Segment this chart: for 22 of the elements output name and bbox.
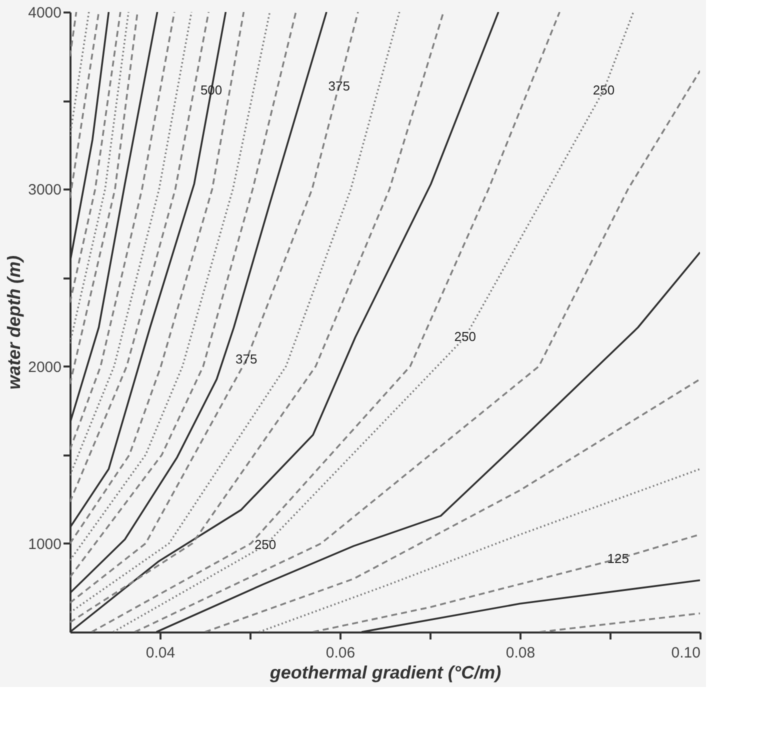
y-tick-label: 3000 (28, 182, 62, 199)
line-series (204, 378, 700, 632)
annotation: 250 (592, 82, 615, 98)
annotation: 375 (236, 352, 258, 367)
y-tick-label: 2000 (28, 358, 62, 376)
line-series (90, 12, 560, 632)
line-series (70, 12, 192, 476)
x-tick-label: 0.06 (326, 644, 356, 662)
x-axis-title: geothermal gradient (°C/m) (268, 662, 502, 682)
annotation: 250 (254, 537, 276, 552)
x-tick-label: 0.08 (506, 644, 536, 662)
line-series (70, 12, 176, 450)
y-tick-label: 4000 (28, 4, 62, 22)
line-series (134, 70, 700, 632)
annotation: 375 (328, 78, 350, 94)
y-axis-title: water depth (m) (4, 255, 24, 390)
x-tick-label: 0.04 (146, 644, 176, 662)
y-tick-label: 1000 (28, 536, 62, 553)
annotation: 250 (454, 329, 476, 344)
x-tick-label: 0.10 (671, 644, 700, 662)
line-series (312, 533, 700, 632)
line-series (112, 12, 634, 632)
